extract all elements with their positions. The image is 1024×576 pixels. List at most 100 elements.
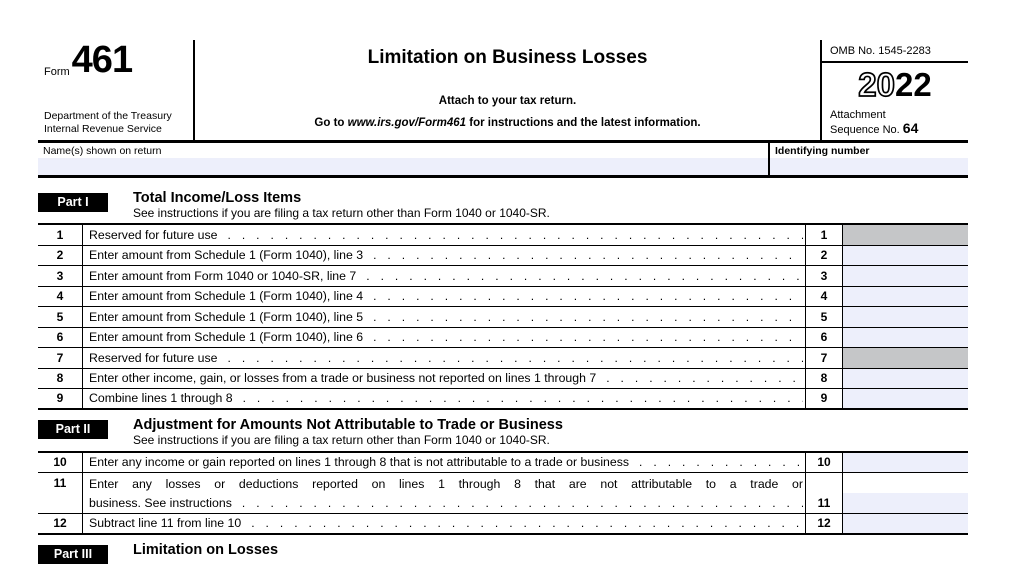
table-row: 4 Enter amount from Schedule 1 (Form 104… [38,286,968,307]
line-number-right: 8 [805,368,843,388]
amount-field-line-1-reserved [843,225,968,245]
line-description-text: Subtract line 11 from line 10 [89,516,242,531]
table-row: 10 Enter any income or gain reported on … [38,452,968,473]
table-row: 2 Enter amount from Schedule 1 (Form 104… [38,245,968,266]
attachment-word: Attachment [830,109,886,121]
line-description-text: Enter amount from Schedule 1 (Form 1040)… [89,330,364,345]
part-ii-title: Adjustment for Amounts Not Attributable … [133,416,563,433]
part-iii-header: Part III Limitation on Losses [38,535,968,564]
line-number-right: 5 [805,307,843,327]
line-number-left: 1 [38,225,83,245]
identifying-number-cell: Identifying number [770,143,968,175]
amount-field-line-6[interactable] [843,327,968,347]
form-id: Form 461 [44,41,187,79]
dot-leader: ........................................… [373,248,803,263]
table-row: 1 Reserved for future use...............… [38,225,968,246]
amount-field-line-2[interactable] [843,245,968,265]
line-number-left: 3 [38,266,83,286]
form-title-block: Limitation on Business Losses Attach to … [195,40,822,140]
table-row: 6 Enter amount from Schedule 1 (Form 104… [38,327,968,348]
sequence-line: Sequence No. 64 [830,120,962,137]
line-description-text-line2-wrap: business. See instructions..............… [89,494,803,513]
line-description: Subtract line 11 from line 10...........… [83,514,805,533]
line-description: Enter amount from Schedule 1 (Form 1040)… [83,307,805,327]
dot-leader: ........................................… [366,268,803,283]
amount-field-line-10[interactable] [843,452,968,472]
part-ii-table: 10 Enter any income or gain reported on … [38,450,968,535]
amount-field-line-4[interactable] [843,286,968,306]
form-title: Limitation on Business Losses [367,47,648,68]
amount-field-line-3[interactable] [843,266,968,286]
part-ii-subtitle: See instructions if you are filing a tax… [133,432,550,447]
amount-field-line-11[interactable] [843,473,968,513]
dot-leader: ........................................… [227,227,804,242]
line-number-left: 10 [38,452,83,472]
omb-year-block: OMB No. 1545-2283 2022 Attachment Sequen… [822,40,968,140]
line-description-text: Enter amount from Schedule 1 (Form 1040)… [89,248,364,263]
tax-year-bold: 22 [895,66,932,103]
dot-leader: ........................................… [242,391,803,406]
name-input[interactable] [38,158,768,175]
line-description: Enter any income or gain reported on lin… [83,453,805,473]
line-description-text: Enter other income, gain, or losses from… [89,371,597,386]
line-description-text-line1: Enter any losses or deductions reported … [89,477,803,491]
line-description-text: Enter amount from Schedule 1 (Form 1040)… [89,309,364,324]
form-header: Form 461 Department of the Treasury Inte… [38,40,968,143]
taxpayer-info-row: Name(s) shown on return Identifying numb… [38,143,968,178]
line-number-right: 6 [805,327,843,347]
attach-instruction: Attach to your tax return. [438,95,577,107]
attachment-sequence: Attachment Sequence No. 64 [822,105,968,137]
part-iii-title: Limitation on Losses [133,541,279,558]
part-i-subtitle: See instructions if you are filing a tax… [133,206,550,220]
name-label: Name(s) shown on return [43,145,162,157]
amount-field-line-9[interactable] [843,389,968,408]
line-description-text-line2: business. See instructions [89,496,232,510]
table-row: 3 Enter amount from Form 1040 or 1040-SR… [38,266,968,287]
table-row: 8 Enter other income, gain, or losses fr… [38,368,968,389]
name-cell: Name(s) shown on return [38,143,770,175]
part-i-badge: Part I [38,193,108,212]
amount-field-line-7-reserved [843,348,968,368]
goto-prefix: Go to [314,117,348,129]
amount-field-line-8[interactable] [843,368,968,388]
form-identity-block: Form 461 Department of the Treasury Inte… [38,40,195,140]
line-description: Enter other income, gain, or losses from… [83,369,805,389]
line-description-text: Enter amount from Schedule 1 (Form 1040)… [89,289,364,304]
line-description-text: Reserved for future use [89,227,218,242]
line-description-text: Enter amount from Form 1040 or 1040-SR, … [89,268,357,283]
line-description: Reserved for future use.................… [83,225,805,245]
amount-field-line-5[interactable] [843,307,968,327]
part-ii-text: Adjustment for Amounts Not Attributable … [133,417,563,448]
dot-leader: ........................................… [639,455,803,470]
part-iii-text: Limitation on Losses [133,542,278,558]
line-number-left: 7 [38,348,83,368]
line-number-right: 12 [805,514,843,533]
sequence-number: 64 [902,120,919,136]
part-i-table: 1 Reserved for future use...............… [38,223,968,410]
line-description: Reserved for future use.................… [83,348,805,368]
line-number-left: 2 [38,245,83,265]
tax-year-outline: 20 [857,65,895,104]
dot-leader: ........................................… [251,516,803,531]
dot-leader: ........................................… [373,309,803,324]
line-number-right: 1 [805,225,843,245]
line-description: Enter amount from Form 1040 or 1040-SR, … [83,266,805,286]
dot-leader: ........................................… [606,371,803,386]
line-number-right: 11 [805,473,843,513]
agency-line2: Internal Revenue Service [44,123,162,135]
part-i-title: Total Income/Loss Items [133,190,302,206]
part-i-text: Total Income/Loss Items See instructions… [133,190,550,221]
line-number-left: 8 [38,368,83,388]
line-description: Enter amount from Schedule 1 (Form 1040)… [83,328,805,348]
agency-line1: Department of the Treasury [44,110,172,122]
part-i-header: Part I Total Income/Loss Items See instr… [38,178,968,223]
line-description: Enter amount from Schedule 1 (Form 1040)… [83,287,805,307]
identifying-number-input[interactable] [770,158,968,175]
line-number-right: 2 [805,245,843,265]
line-description-text: Enter any income or gain reported on lin… [89,455,630,470]
line-description: Enter amount from Schedule 1 (Form 1040)… [83,246,805,266]
part-ii-header: Part II Adjustment for Amounts Not Attri… [38,410,968,451]
amount-field-line-12[interactable] [843,514,968,533]
line-description: Combine lines 1 through 8...............… [83,389,805,408]
